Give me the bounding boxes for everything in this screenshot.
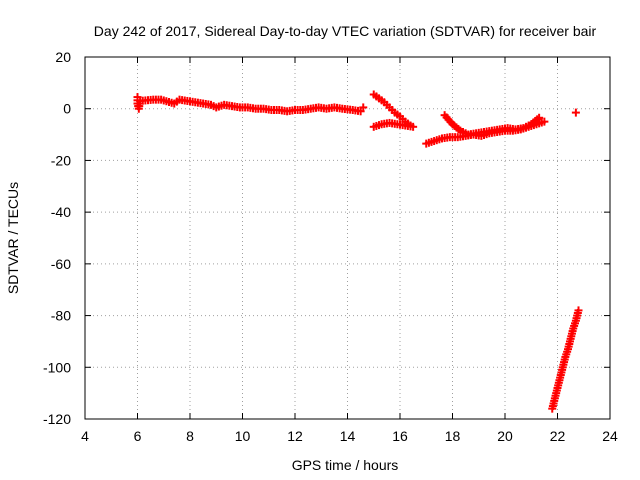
data-point: [535, 113, 544, 122]
y-tick-label: -40: [51, 204, 71, 220]
y-tick-label: 20: [55, 49, 71, 65]
data-point: [574, 306, 583, 315]
x-tick-label: 8: [186, 428, 194, 444]
data-point: [359, 103, 368, 112]
x-tick-label: 6: [134, 428, 142, 444]
y-tick-label: -60: [51, 256, 71, 272]
y-axis-label: SDTVAR / TECUs: [5, 182, 21, 294]
x-tick-label: 16: [392, 428, 408, 444]
y-tick-label: -80: [51, 308, 71, 324]
x-tick-label: 20: [497, 428, 513, 444]
x-tick-label: 10: [235, 428, 251, 444]
y-tick-label: 0: [63, 101, 71, 117]
x-tick-label: 24: [602, 428, 618, 444]
y-tick-label: -20: [51, 152, 71, 168]
chart-title: Day 242 of 2017, Sidereal Day-to-day VTE…: [94, 23, 597, 39]
x-tick-label: 12: [287, 428, 303, 444]
axis-ticks: 4 6 8 10 12 14 16 18 20 22 24 20 0 -20 -40 -60 -80 -100 -1…: [43, 49, 618, 444]
data-point: [540, 117, 549, 126]
y-tick-label: -120: [43, 411, 71, 427]
x-axis-label: GPS time / hours: [292, 457, 399, 473]
x-tick-label: 22: [550, 428, 566, 444]
data-marks: [133, 90, 583, 413]
x-tick-label: 18: [445, 428, 461, 444]
y-tick-label: -100: [43, 359, 71, 375]
grid-lines: [85, 57, 610, 419]
x-tick-label: 14: [340, 428, 356, 444]
x-tick-label: 4: [81, 428, 89, 444]
data-point: [409, 122, 418, 131]
data-point: [571, 108, 580, 117]
